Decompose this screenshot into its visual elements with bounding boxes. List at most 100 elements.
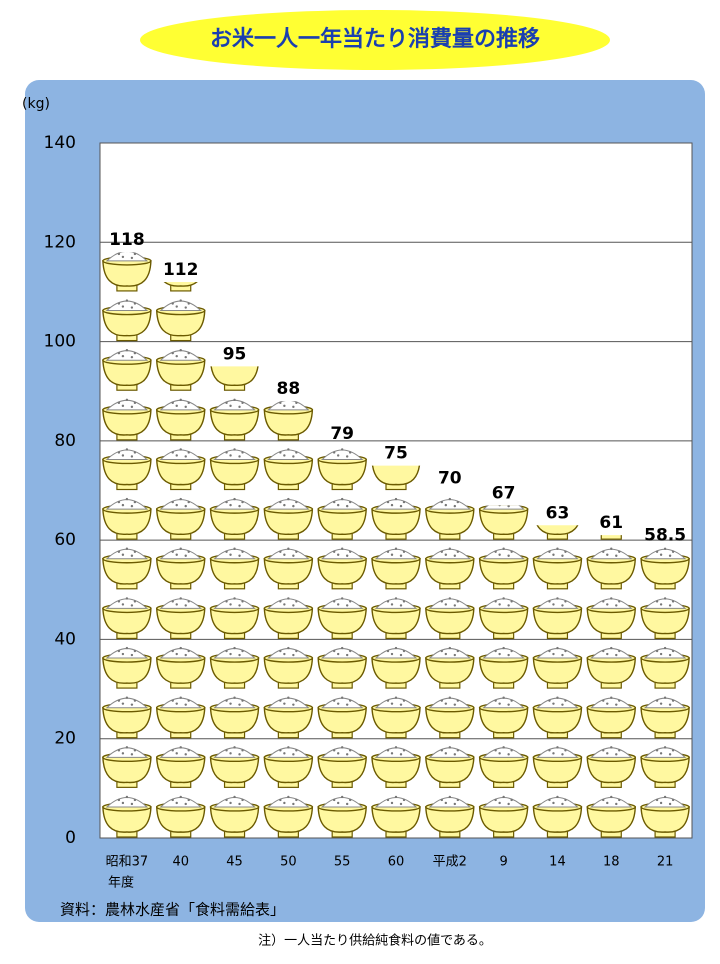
rice <box>482 648 525 659</box>
y-tick-label: 120 <box>44 232 76 252</box>
rice-grain <box>494 798 497 802</box>
rice-grain <box>229 702 232 705</box>
rice-grain <box>117 699 121 702</box>
bowl-body <box>478 806 529 833</box>
rice-grain <box>663 696 667 699</box>
rice-grain <box>125 746 129 749</box>
rice-grain <box>507 554 510 557</box>
rice-grain <box>133 699 137 702</box>
rice-grain <box>444 702 448 705</box>
rice-grain <box>348 798 352 802</box>
rice-grain <box>561 802 564 806</box>
rice-grain <box>440 600 444 603</box>
rice-grain <box>292 554 295 557</box>
rice-grain <box>456 550 460 553</box>
rice <box>643 747 687 758</box>
rice-grain <box>171 451 174 454</box>
rice <box>536 796 579 808</box>
rice-grain <box>659 702 663 705</box>
bowl-body <box>156 409 206 436</box>
bowl-body <box>156 359 206 386</box>
bowl-body <box>478 558 529 585</box>
rice-grain <box>229 752 232 755</box>
rice <box>643 697 687 709</box>
rice-grain <box>130 405 134 409</box>
rice-grain <box>130 256 134 260</box>
bar <box>263 401 314 838</box>
data-label: 67 <box>492 483 516 503</box>
rice-grain <box>130 604 134 607</box>
rice-grain <box>287 795 290 799</box>
bowl-body <box>263 657 314 684</box>
bowl-body <box>102 409 152 436</box>
rice-grain <box>394 597 398 600</box>
x-tick-label: 55 <box>334 855 351 870</box>
rice-grain <box>618 600 621 603</box>
bowl-body <box>536 525 579 535</box>
rice <box>536 697 579 709</box>
rice-grain <box>336 702 340 705</box>
rice-grain <box>390 702 394 705</box>
rice-grain <box>187 600 190 603</box>
bowl-body <box>102 260 152 287</box>
data-label: 118 <box>109 230 145 250</box>
data-label: 58.5 <box>644 526 686 546</box>
rice <box>267 548 310 560</box>
rice <box>213 648 256 659</box>
rice-grain <box>125 597 129 600</box>
rice-grain <box>548 550 551 553</box>
rice <box>428 499 472 510</box>
rice-grain <box>171 401 174 405</box>
rice-grain <box>225 600 228 603</box>
rice-grain <box>552 553 555 556</box>
rice-grain <box>564 600 567 603</box>
rice-grain <box>225 550 228 553</box>
bowl-body <box>478 508 529 535</box>
bowl-body <box>532 706 583 734</box>
rice-grain <box>233 597 236 600</box>
rice <box>643 548 687 560</box>
rice-grain <box>444 652 448 656</box>
rice-grain <box>179 497 182 501</box>
bowl-body <box>640 756 690 784</box>
bowl-body <box>263 508 314 535</box>
rice-grain <box>241 500 244 504</box>
rice-grain <box>171 600 174 603</box>
rice-grain <box>238 554 241 557</box>
rice-grain <box>133 798 137 802</box>
rice-grain <box>279 451 282 454</box>
rice-grain <box>610 646 613 650</box>
data-label: 75 <box>384 444 408 464</box>
rice-grain <box>187 749 190 752</box>
data-label: 61 <box>599 513 623 533</box>
rice-grain <box>279 600 282 603</box>
rice-grain <box>133 749 137 752</box>
rice <box>159 300 202 312</box>
rice-grain <box>295 649 298 653</box>
data-label: 70 <box>438 469 462 489</box>
rice-grain <box>125 398 129 402</box>
rice <box>482 598 525 609</box>
bowl-body <box>425 756 475 784</box>
rice-grain <box>283 801 286 805</box>
rice-grain <box>494 600 497 603</box>
rice-grain <box>453 604 457 607</box>
rice-grain <box>618 749 621 752</box>
bowl-body <box>317 756 367 784</box>
rice <box>590 697 633 709</box>
rice-grain <box>295 798 298 802</box>
rice-grain <box>225 649 228 653</box>
rice-grain <box>671 749 675 752</box>
rice-grain <box>117 600 121 603</box>
rice-grain <box>610 547 613 550</box>
bowl-body <box>156 657 206 684</box>
bowl-body <box>586 607 636 635</box>
rice <box>159 399 202 411</box>
rice <box>105 252 149 262</box>
rice-grain <box>548 798 551 802</box>
rice-grain <box>394 646 398 650</box>
rice-grain <box>187 451 190 454</box>
x-tick-label: 40 <box>172 855 189 870</box>
rice-grain <box>295 500 298 504</box>
rice-grain <box>668 703 672 706</box>
